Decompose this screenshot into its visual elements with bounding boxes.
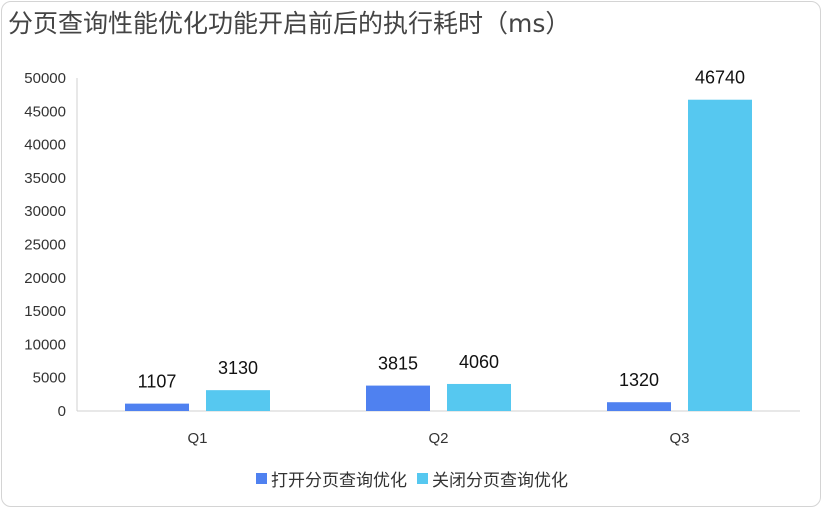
data-label: 46740 [695,68,745,88]
x-tick-label: Q2 [428,430,448,447]
bar-q3-series2 [688,99,752,411]
chart-title: 分页查询性能优化功能开启前后的执行耗时（ms） [8,9,571,38]
y-tick-label: 30000 [24,203,66,220]
data-label: 3130 [218,358,258,378]
x-tick-label: Q3 [669,430,689,447]
x-tick-label: Q1 [187,430,207,447]
y-tick-label: 45000 [24,103,66,120]
legend-label-on: 打开分页查询优化 [271,471,407,491]
y-tick-label: 40000 [24,137,66,154]
data-label: 1320 [619,370,659,390]
data-label: 3815 [378,354,418,374]
legend-item-on: 打开分页查询优化 [256,466,407,491]
y-tick-label: 20000 [24,270,66,287]
y-tick-label: 0 [58,403,66,420]
bar-q1-series1 [125,403,189,411]
data-label: 1107 [138,372,177,392]
legend-label-off: 关闭分页查询优化 [432,471,568,491]
y-tick-label: 50000 [24,70,66,87]
y-tick-label: 25000 [24,237,66,254]
legend-swatch-on [256,473,267,484]
bar-q1-series2 [206,390,270,411]
bar-q2-series2 [447,383,511,411]
bar-q2-series1 [366,385,430,411]
legend-item-off: 关闭分页查询优化 [417,466,568,491]
bar-q3-series1 [607,402,671,411]
y-tick-label: 5000 [33,370,66,387]
y-tick-label: 10000 [24,336,66,353]
legend-swatch-off [417,473,428,484]
data-label: 4060 [459,352,499,372]
legend: 打开分页查询优化 关闭分页查询优化 [0,466,824,491]
y-tick-label: 35000 [24,170,66,187]
y-tick-label: 15000 [24,303,66,320]
